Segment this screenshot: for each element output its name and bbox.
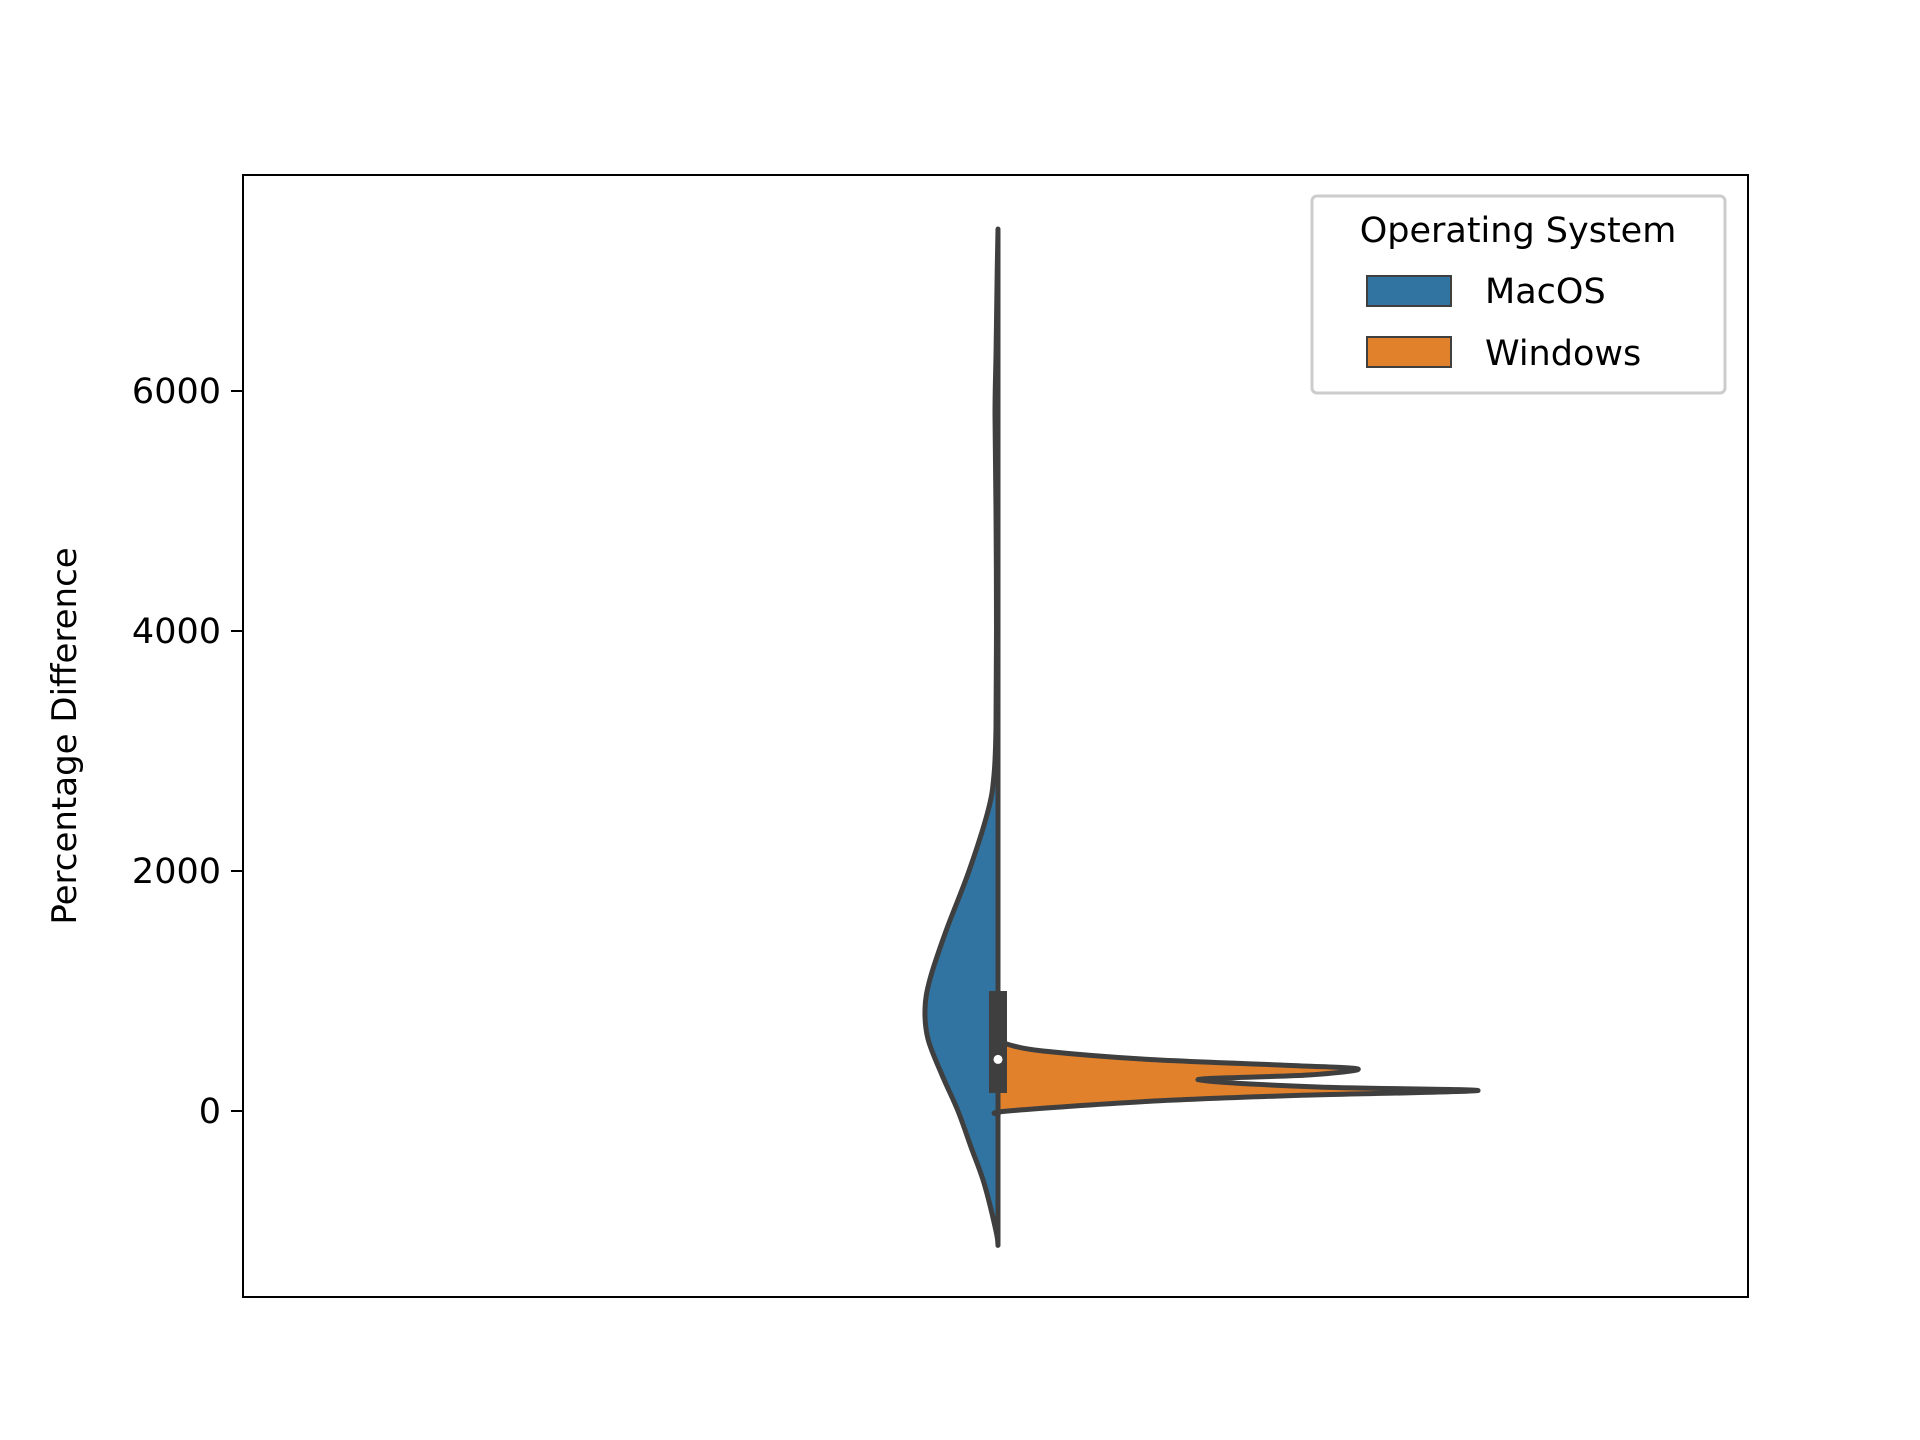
inner-box [989, 991, 1007, 1093]
y-tick-label: 0 [199, 1092, 221, 1132]
y-axis: 0 2000 4000 6000 [132, 372, 243, 1132]
violin-windows [991, 1037, 1481, 1118]
legend: Operating System MacOS Windows [1310, 194, 1727, 395]
legend-title: Operating System [1360, 211, 1677, 251]
legend-label-macos: MacOS [1485, 272, 1606, 312]
legend-swatch-macos [1366, 275, 1452, 307]
y-tick-label: 4000 [132, 612, 221, 652]
y-tick-label: 2000 [132, 852, 221, 892]
y-tick-label: 6000 [132, 372, 221, 412]
plot-frame [242, 174, 1749, 1298]
legend-swatch-windows [1366, 336, 1452, 368]
violin-macos [922, 226, 1001, 1248]
violin-group [922, 226, 1481, 1248]
quartile-box [989, 991, 1007, 1093]
median-marker [993, 1054, 1003, 1064]
y-axis-label: Percentage Difference [45, 547, 85, 924]
legend-label-windows: Windows [1485, 334, 1641, 374]
